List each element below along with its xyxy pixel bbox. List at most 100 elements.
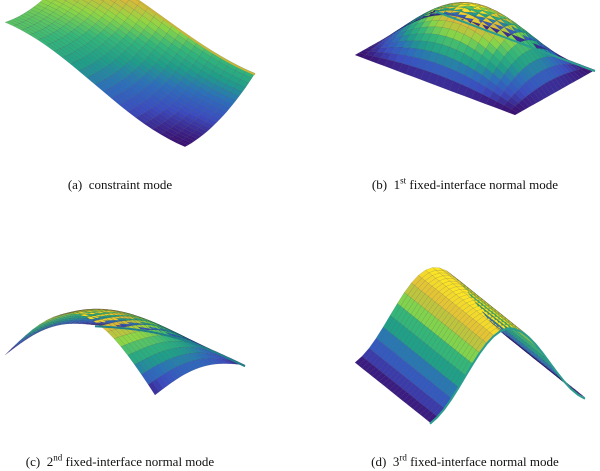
surface-facet: [196, 358, 209, 367]
surface-facet: [22, 331, 34, 340]
surface-facet: [33, 328, 45, 336]
caption-tag: (c): [25, 454, 41, 469]
surface-facet: [180, 363, 193, 373]
surface-facet: [21, 334, 33, 343]
surface-facet: [200, 358, 213, 366]
surface-facet: [230, 88, 243, 97]
caption-text: 2: [46, 454, 54, 469]
surface-facet: [186, 134, 199, 142]
mode-surface-plot: [354, 2, 596, 116]
surface-facet: [529, 91, 541, 103]
surface-facet: [391, 29, 403, 37]
mode-surface-plot: [354, 267, 586, 425]
plate-edge: [135, 0, 256, 76]
surface-facet: [221, 100, 233, 109]
caption-text: fixed-interface normal mode: [406, 177, 559, 192]
surface-facet: [551, 77, 563, 91]
surface-facet: [580, 68, 592, 75]
figure-second-normal-mode: [0, 235, 300, 445]
surface-facet: [184, 361, 197, 371]
surface-facet: [365, 45, 377, 50]
surface-facet: [554, 76, 567, 89]
surface-facet: [208, 115, 221, 123]
caption-c: (c) 2nd fixed-interface normal mode: [0, 452, 240, 470]
surface-facet: [37, 326, 49, 333]
surface-facet: [420, 20, 432, 28]
surface-facet: [67, 311, 79, 316]
surface-facet: [60, 320, 72, 324]
surface-facet: [401, 28, 414, 37]
surface-facet: [4, 345, 17, 356]
surface-facet: [39, 318, 51, 325]
caption-b: (b) 1st fixed-interface normal mode: [335, 175, 595, 193]
surface-facet: [63, 0, 68, 2]
surface-facet: [11, 339, 23, 349]
surface-facet: [54, 313, 66, 318]
surface-facet: [195, 127, 208, 135]
surface-facet: [17, 337, 29, 346]
surface-facet: [156, 376, 168, 390]
surface-facet: [179, 139, 192, 146]
surface-facet: [540, 83, 552, 97]
surface-facet: [188, 360, 201, 370]
surface-facet: [110, 0, 117, 3]
caption-ordinal-suffix: rd: [399, 452, 407, 463]
surface-facet: [66, 315, 78, 320]
figure-third-normal-mode: [300, 235, 600, 445]
surface-facet: [100, 0, 105, 2]
surface-facet: [176, 141, 189, 147]
plate-edge: [94, 325, 246, 368]
caption-text: fixed-interface normal mode: [406, 454, 559, 469]
surface-facet: [558, 74, 570, 87]
caption-d: (d) 3rd fixed-interface normal mode: [335, 452, 595, 470]
surface-facet: [380, 36, 392, 43]
surface-facet: [380, 34, 392, 41]
surface-facet: [160, 373, 172, 386]
figure-constraint-mode: [0, 0, 300, 200]
surface-facet: [69, 313, 81, 317]
surface-facet: [54, 322, 66, 327]
caption-text: fixed-interface normal mode: [62, 454, 215, 469]
caption-a: (a) constraint mode: [0, 177, 240, 193]
surface-facet: [48, 317, 60, 323]
surface-facet: [189, 132, 202, 140]
surface-facet: [64, 320, 76, 323]
surface-facet: [572, 70, 585, 79]
plate-edge: [434, 10, 596, 73]
surface-facet: [172, 366, 184, 378]
surface-facet: [82, 0, 93, 4]
mode-surface-plot: [4, 0, 256, 147]
figure-first-normal-mode: [300, 0, 600, 200]
caption-tag: (b): [371, 177, 388, 192]
caption-ordinal-suffix: nd: [53, 452, 63, 463]
surface-facet: [394, 30, 407, 39]
caption-tag: (d): [371, 454, 387, 469]
caption-tag: (a): [67, 177, 83, 192]
surface-facet: [522, 96, 534, 108]
surface-facet: [147, 381, 160, 396]
surface-facet: [25, 327, 37, 336]
surface-facet: [562, 73, 574, 85]
caption-text: 1: [393, 177, 401, 192]
surface-facet: [48, 321, 60, 328]
surface-facet: [405, 23, 418, 32]
mode-surface-plot: [4, 308, 246, 396]
surface-facet: [402, 22, 414, 30]
surface-facet: [176, 364, 188, 376]
surface-facet: [205, 358, 217, 365]
plate-edge: [429, 327, 586, 425]
surface-facet: [376, 36, 388, 43]
surface-facet: [47, 320, 59, 327]
surface-facet: [70, 315, 82, 319]
surface-facet: [192, 129, 205, 137]
caption-text: 3: [392, 454, 400, 469]
surface-facet: [569, 71, 581, 81]
surface-facet: [152, 378, 164, 393]
surface-facet: [416, 16, 429, 25]
surface-facet: [405, 33, 418, 42]
surface-facet: [507, 108, 519, 116]
surface-facet: [58, 322, 70, 326]
caption-text: constraint mode: [88, 177, 173, 192]
surface-facet: [32, 322, 44, 330]
caption-ordinal-suffix: st: [400, 175, 407, 186]
